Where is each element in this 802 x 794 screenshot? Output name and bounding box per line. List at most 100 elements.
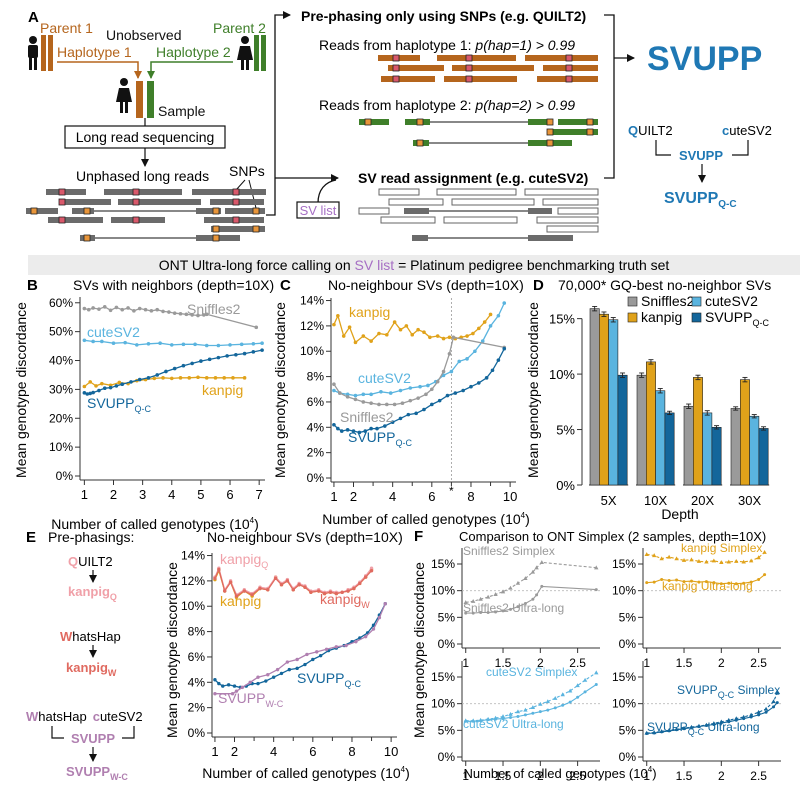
data-point [576,695,580,699]
snp-marker [58,198,66,206]
data-point [369,339,373,343]
y-tick-label: 0% [619,637,637,651]
data-point [473,349,477,354]
data-point [242,351,247,356]
y-tick-label: 15% [431,670,455,684]
y-tick-label: 12% [181,574,205,588]
data-point [266,672,270,677]
data-point [273,576,278,581]
data-point [406,412,411,417]
data-point [553,706,557,710]
x-tick-label: 1 [462,769,469,783]
data-point [328,590,333,594]
unobserved-label: Unobserved [106,27,182,43]
x-tick-label: 8 [467,489,474,504]
banner-text: ONT Ultra-long force calling on SV list … [159,257,670,273]
hap1-reads [378,54,598,83]
data-point [645,581,649,585]
data-point [369,392,373,397]
prephasing-title: Pre-phasing only using SNPs (e.g. QUILT2… [301,8,586,24]
data-point [161,309,165,314]
read-unassigned [443,216,518,224]
data-point [167,310,171,314]
series-label-simplex: SVUPPQ-C Simplex [677,683,780,700]
y-tick-label: 8% [307,370,325,384]
data-point [651,553,657,558]
series-line-cutesv2 [333,302,505,397]
data-point [516,605,520,609]
sv-list-connector [317,179,337,204]
data-point [345,428,350,432]
data-point [369,401,373,406]
read-hap1 [444,76,517,82]
chart-title: No-neighbour SVs (depth=10X) [328,277,524,293]
data-point [336,426,340,431]
data-point [363,575,368,579]
data-point [152,376,157,381]
bar-cutesv2-30x [749,415,760,486]
data-point [361,400,366,404]
series-label-svupp-qc: SVUPPQ-C [87,395,151,414]
read-hap2 [528,119,553,125]
data-point [82,391,87,395]
data-point [488,324,493,328]
snp-marker [565,75,573,83]
data-point [86,307,91,312]
read-unassigned [380,216,436,224]
x-tick-label: 2.5 [750,769,767,783]
data-point [530,569,536,574]
snp-marker [586,118,594,126]
kanpig-w-label: kanpigW [66,660,117,678]
data-point [719,582,723,586]
snp-marker [252,225,260,233]
bar-sniffles2-10x [636,374,647,486]
data-point [426,383,430,388]
series-label-kanpig: kanpig [220,593,261,609]
chart-d: D 70,000* GQ-best no-neighbor SVs 0% 5% 10% 1… [525,277,771,522]
legend-label: kanpig [641,309,682,325]
bar-svupp_q-c-5x [617,374,628,486]
data-point [674,556,679,561]
snp-marker [212,234,220,242]
data-point [230,692,235,696]
data-point [172,311,177,315]
y-tick-label: 10% [549,367,575,382]
data-point [704,580,708,584]
x-tick-label: 2 [110,487,117,502]
data-point [712,581,716,585]
data-point [447,351,452,356]
data-point [231,376,235,380]
data-point [190,313,194,317]
data-point [309,590,313,594]
data-point [482,320,487,324]
data-point [742,717,746,721]
read [59,199,111,205]
data-point [204,343,209,348]
whatshap-cutesv2-label: WhatsHap cuteSV2 [26,709,143,724]
y-tick-label: 5% [438,610,456,624]
y-tick-label: 4% [307,420,325,434]
data-point [441,369,446,374]
data-point [369,569,374,573]
data-point [120,382,125,386]
data-point [741,559,746,564]
data-point [100,381,104,386]
data-point [345,395,350,399]
data-point [137,306,142,311]
bar-cutesv2-10x [655,390,666,486]
data-point [447,335,452,340]
sample-label: Sample [158,103,206,119]
data-point [82,306,87,311]
read-hap1 [452,65,534,71]
data-point [297,582,301,587]
data-point [430,402,434,407]
data-point [91,339,95,344]
data-point [652,731,656,735]
data-point [155,307,160,312]
data-point [493,592,498,596]
y-tick-label: 60% [49,296,73,310]
subplot-sniffles2: 0% 5% 10% 15% 1 1.5 2 2.5 Sniffles2 Simplex Sniff… [431,544,600,670]
y-tick-label: 15% [612,670,636,684]
data-point [734,718,738,722]
data-point [353,340,358,345]
